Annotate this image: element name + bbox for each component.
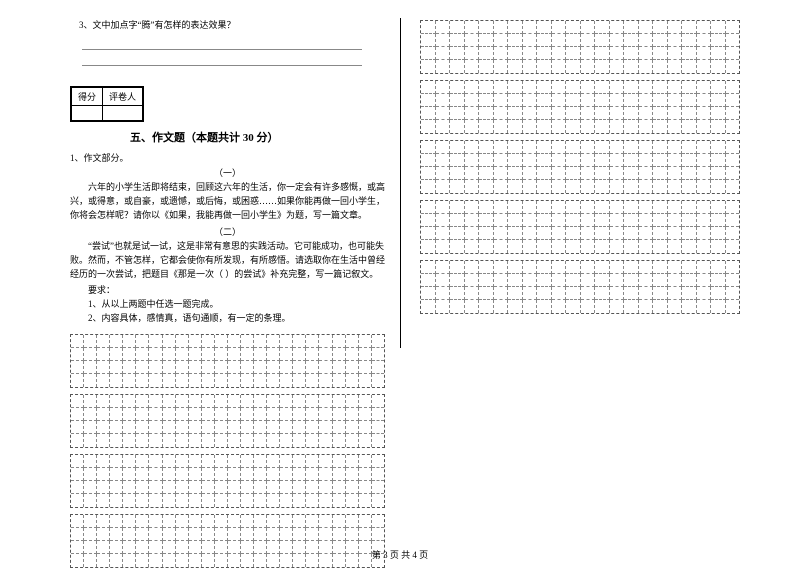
writing-grid — [70, 334, 385, 388]
writing-grid — [420, 200, 740, 254]
marker-empty — [103, 106, 143, 121]
score-box: 得分 评卷人 — [70, 86, 144, 122]
writing-grid — [420, 140, 740, 194]
answer-line — [82, 36, 362, 50]
essay-prompt-1: 六年的小学生活即将结束，回顾这六年的生活，你一定会有许多感慨，或高兴，或得意，或… — [70, 181, 385, 223]
writing-grid — [420, 80, 740, 134]
right-grid-stack — [420, 20, 740, 314]
left-column: 3、文中加点字“腾”有怎样的表达效果？ 得分 评卷人 五、作文题（本题共计 30… — [0, 0, 400, 565]
marker-label: 评卷人 — [103, 88, 143, 106]
writing-grid — [420, 20, 740, 74]
question-3: 3、文中加点字“腾”有怎样的表达效果？ — [70, 18, 385, 32]
essay-one-label: （一） — [70, 166, 385, 179]
prompt-number: 1、作文部分。 — [70, 151, 385, 164]
answer-line — [82, 52, 362, 66]
score-label: 得分 — [72, 88, 103, 106]
writing-grid — [70, 454, 385, 508]
req-2: 2、内容具体，感情真，语句通顺，有一定的条理。 — [70, 312, 385, 326]
writing-grid — [70, 394, 385, 448]
page-container: 3、文中加点字“腾”有怎样的表达效果？ 得分 评卷人 五、作文题（本题共计 30… — [0, 0, 800, 565]
writing-grid — [420, 260, 740, 314]
essay-two-label: （二） — [70, 225, 385, 238]
req-1: 1、从以上两题中任选一题完成。 — [70, 298, 385, 312]
essay-prompt-2: “尝试”也就是试一试，这是非常有意思的实践活动。它可能成功，也可能失败。然而，不… — [70, 240, 385, 282]
section-title: 五、作文题（本题共计 30 分） — [130, 129, 385, 145]
req-label: 要求： — [70, 284, 385, 298]
left-grid-stack — [70, 334, 385, 568]
right-column — [400, 0, 800, 565]
page-footer: 第 3 页 共 4 页 — [0, 548, 800, 561]
score-empty — [72, 106, 103, 121]
